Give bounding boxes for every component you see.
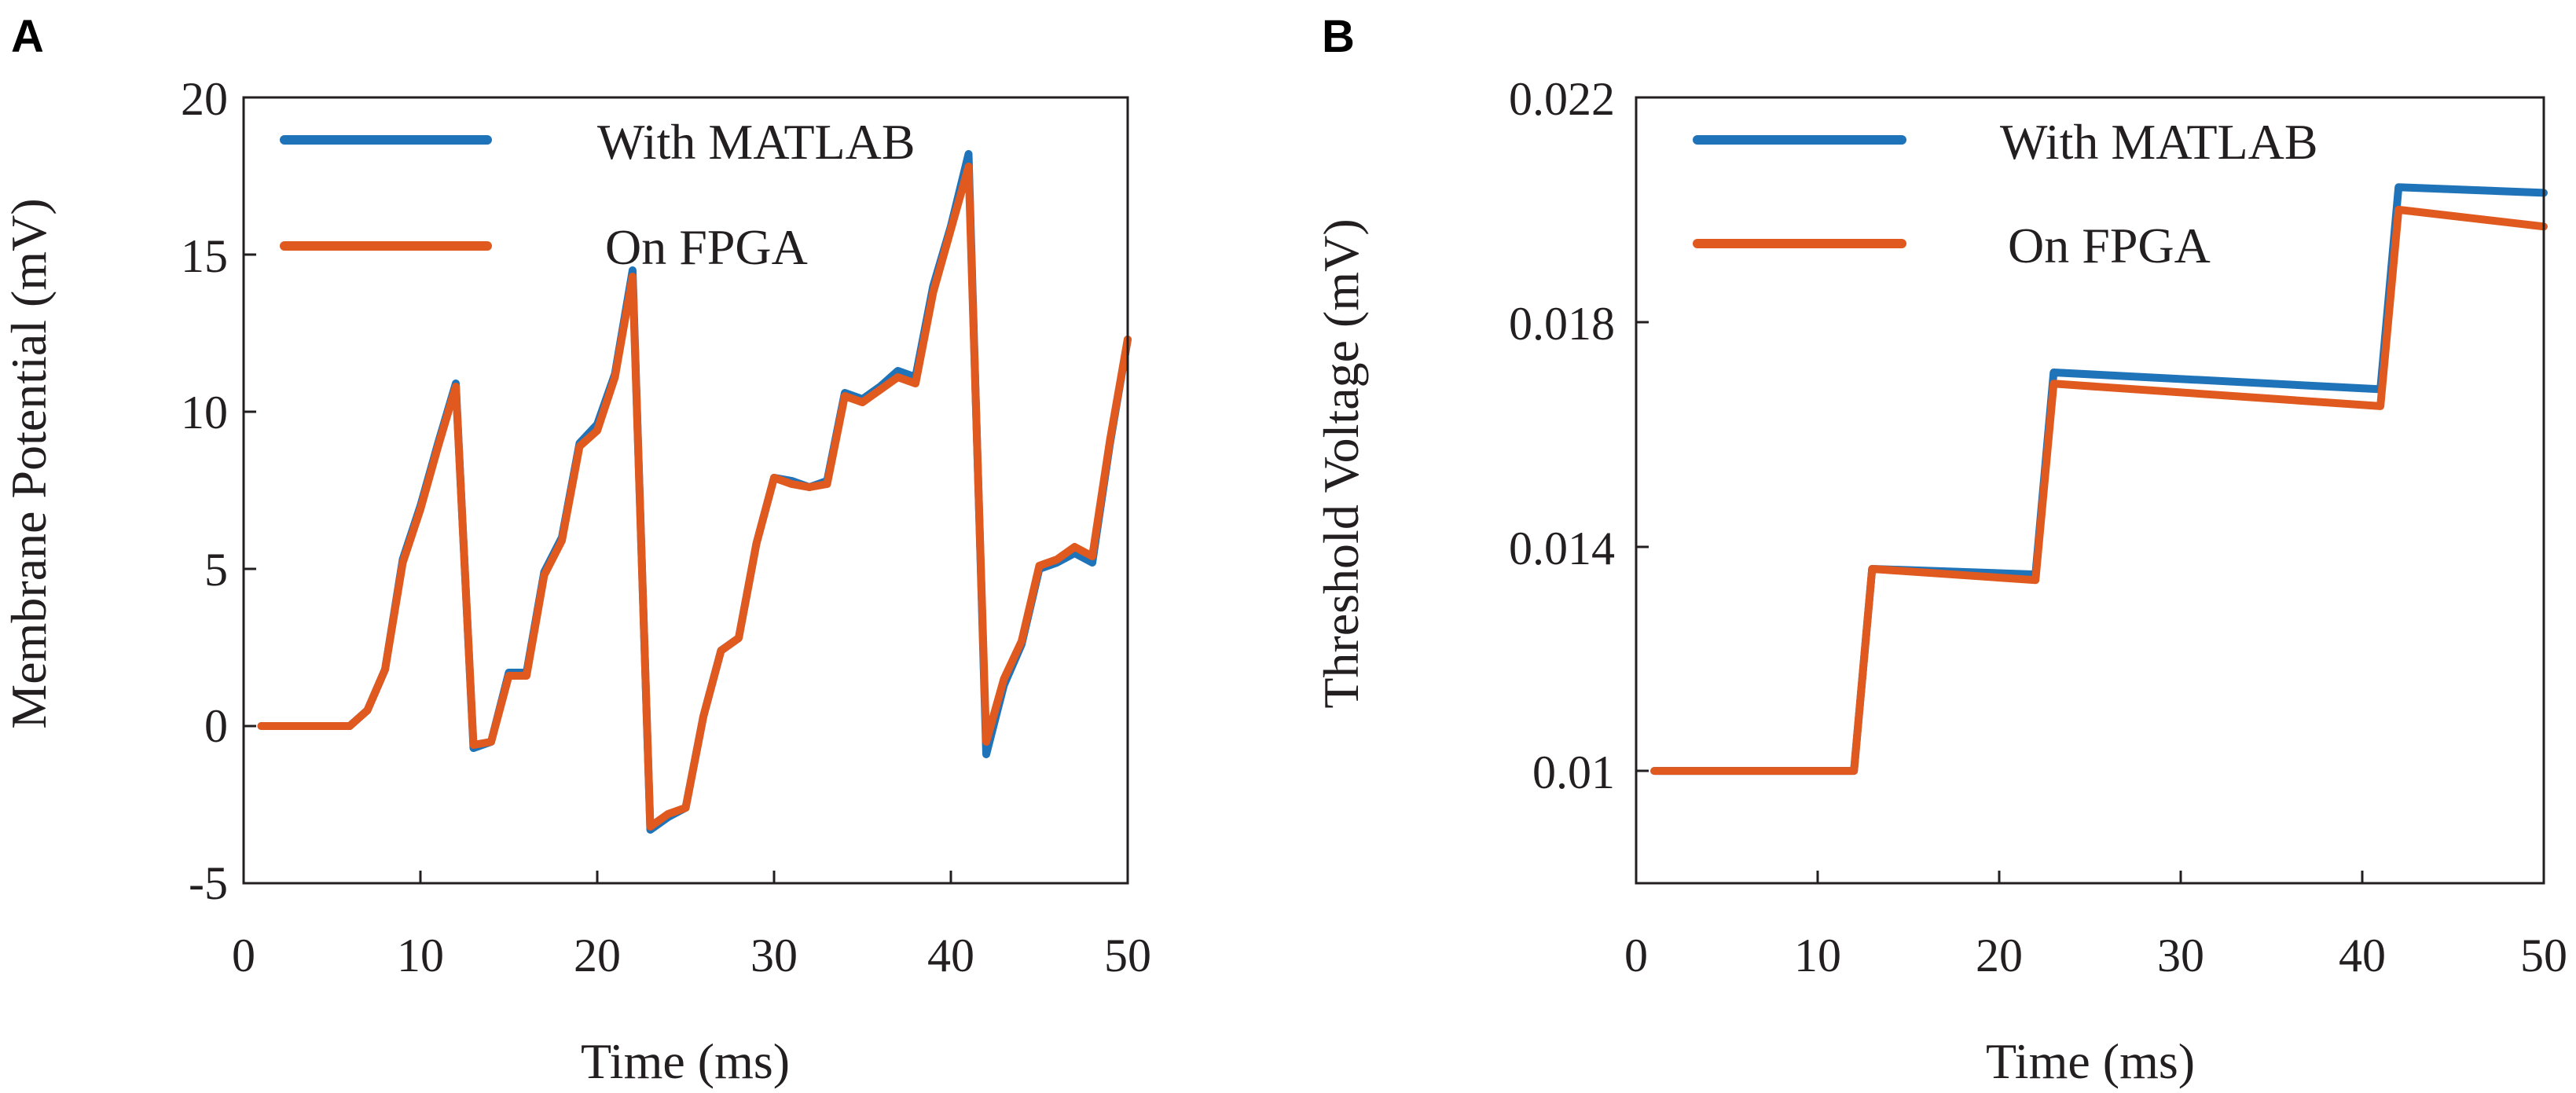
panel-b: B Threshold Voltage (mV) Time (ms) 0.022… bbox=[1313, 11, 2567, 1089]
panel-a-series-on-fpga-line bbox=[257, 163, 1132, 831]
panel-b-x-tick-label: 30 bbox=[2157, 930, 2204, 981]
panel-a-x-tick-label: 0 bbox=[232, 930, 255, 981]
panel-b-x-tick-label: 10 bbox=[1794, 930, 1841, 981]
panel-a-y-tick-label: 10 bbox=[181, 387, 228, 438]
panel-b-legend: With MATLAB On FPGA bbox=[1693, 114, 2318, 273]
panel-a-legend: With MATLAB On FPGA bbox=[280, 114, 916, 275]
panel-b-x-tick-label: 20 bbox=[1976, 930, 2023, 981]
panel-b-x-tick-label: 50 bbox=[2520, 930, 2567, 981]
panel-b-x-axis-label: Time (ms) bbox=[1986, 1033, 2195, 1089]
panel-a-legend-label-on-fpga: On FPGA bbox=[605, 219, 808, 275]
panel-b-y-tick-label: 0.014 bbox=[1509, 523, 1615, 574]
panel-b-plot-frame bbox=[1635, 96, 2545, 885]
panel-a-y-tick-label: 0 bbox=[204, 700, 228, 752]
panel-b-series-with-matlab-line bbox=[1650, 183, 2548, 776]
panel-a-y-tick-label: 15 bbox=[181, 230, 228, 282]
panel-b-tickmarks bbox=[1636, 321, 2364, 883]
panel-b-x-tick-label: 40 bbox=[2339, 930, 2386, 981]
panel-b-y-tick-label: 0.022 bbox=[1509, 73, 1615, 125]
panel-a: A Membrane Potential (mV) Time (ms) 20 1… bbox=[1, 11, 1151, 1089]
panel-b-letter: B bbox=[1322, 11, 1355, 62]
panel-a-tickmarks bbox=[244, 253, 952, 883]
panel-a-y-axis-label: Membrane Potential (mV) bbox=[1, 198, 57, 728]
panel-b-y-tick-label: 0.01 bbox=[1532, 746, 1615, 798]
panel-b-series-on-fpga-line bbox=[1650, 205, 2548, 776]
panel-a-plot-frame bbox=[242, 96, 1129, 885]
panel-a-x-axis-label: Time (ms) bbox=[581, 1033, 790, 1089]
panel-a-y-tick-label: 5 bbox=[204, 544, 228, 596]
panel-a-x-tick-label: 50 bbox=[1104, 930, 1151, 981]
panel-a-x-tick-label: 30 bbox=[750, 930, 798, 981]
panel-a-letter: A bbox=[11, 11, 44, 62]
panel-b-x-ticks: 0 10 20 30 40 50 bbox=[1624, 930, 2567, 981]
panel-a-y-ticks: 20 15 10 5 0 -5 bbox=[181, 73, 228, 909]
panel-b-legend-label-with-matlab: With MATLAB bbox=[2000, 114, 2318, 170]
panel-a-y-tick-label: 20 bbox=[181, 73, 228, 125]
panel-a-x-tick-label: 10 bbox=[397, 930, 444, 981]
panel-a-x-ticks: 0 10 20 30 40 50 bbox=[232, 930, 1151, 981]
panel-b-y-axis-label: Threshold Voltage (mV) bbox=[1313, 218, 1369, 708]
panel-b-x-tick-label: 0 bbox=[1624, 930, 1648, 981]
panel-a-legend-label-with-matlab: With MATLAB bbox=[597, 114, 916, 170]
panel-a-y-tick-label: -5 bbox=[189, 857, 228, 909]
panel-a-x-tick-label: 40 bbox=[927, 930, 974, 981]
panel-b-legend-label-on-fpga: On FPGA bbox=[2008, 218, 2211, 273]
panel-a-x-tick-label: 20 bbox=[574, 930, 621, 981]
panel-b-y-tick-label: 0.018 bbox=[1509, 298, 1615, 350]
panel-b-y-ticks: 0.022 0.018 0.014 0.01 bbox=[1509, 73, 1615, 798]
